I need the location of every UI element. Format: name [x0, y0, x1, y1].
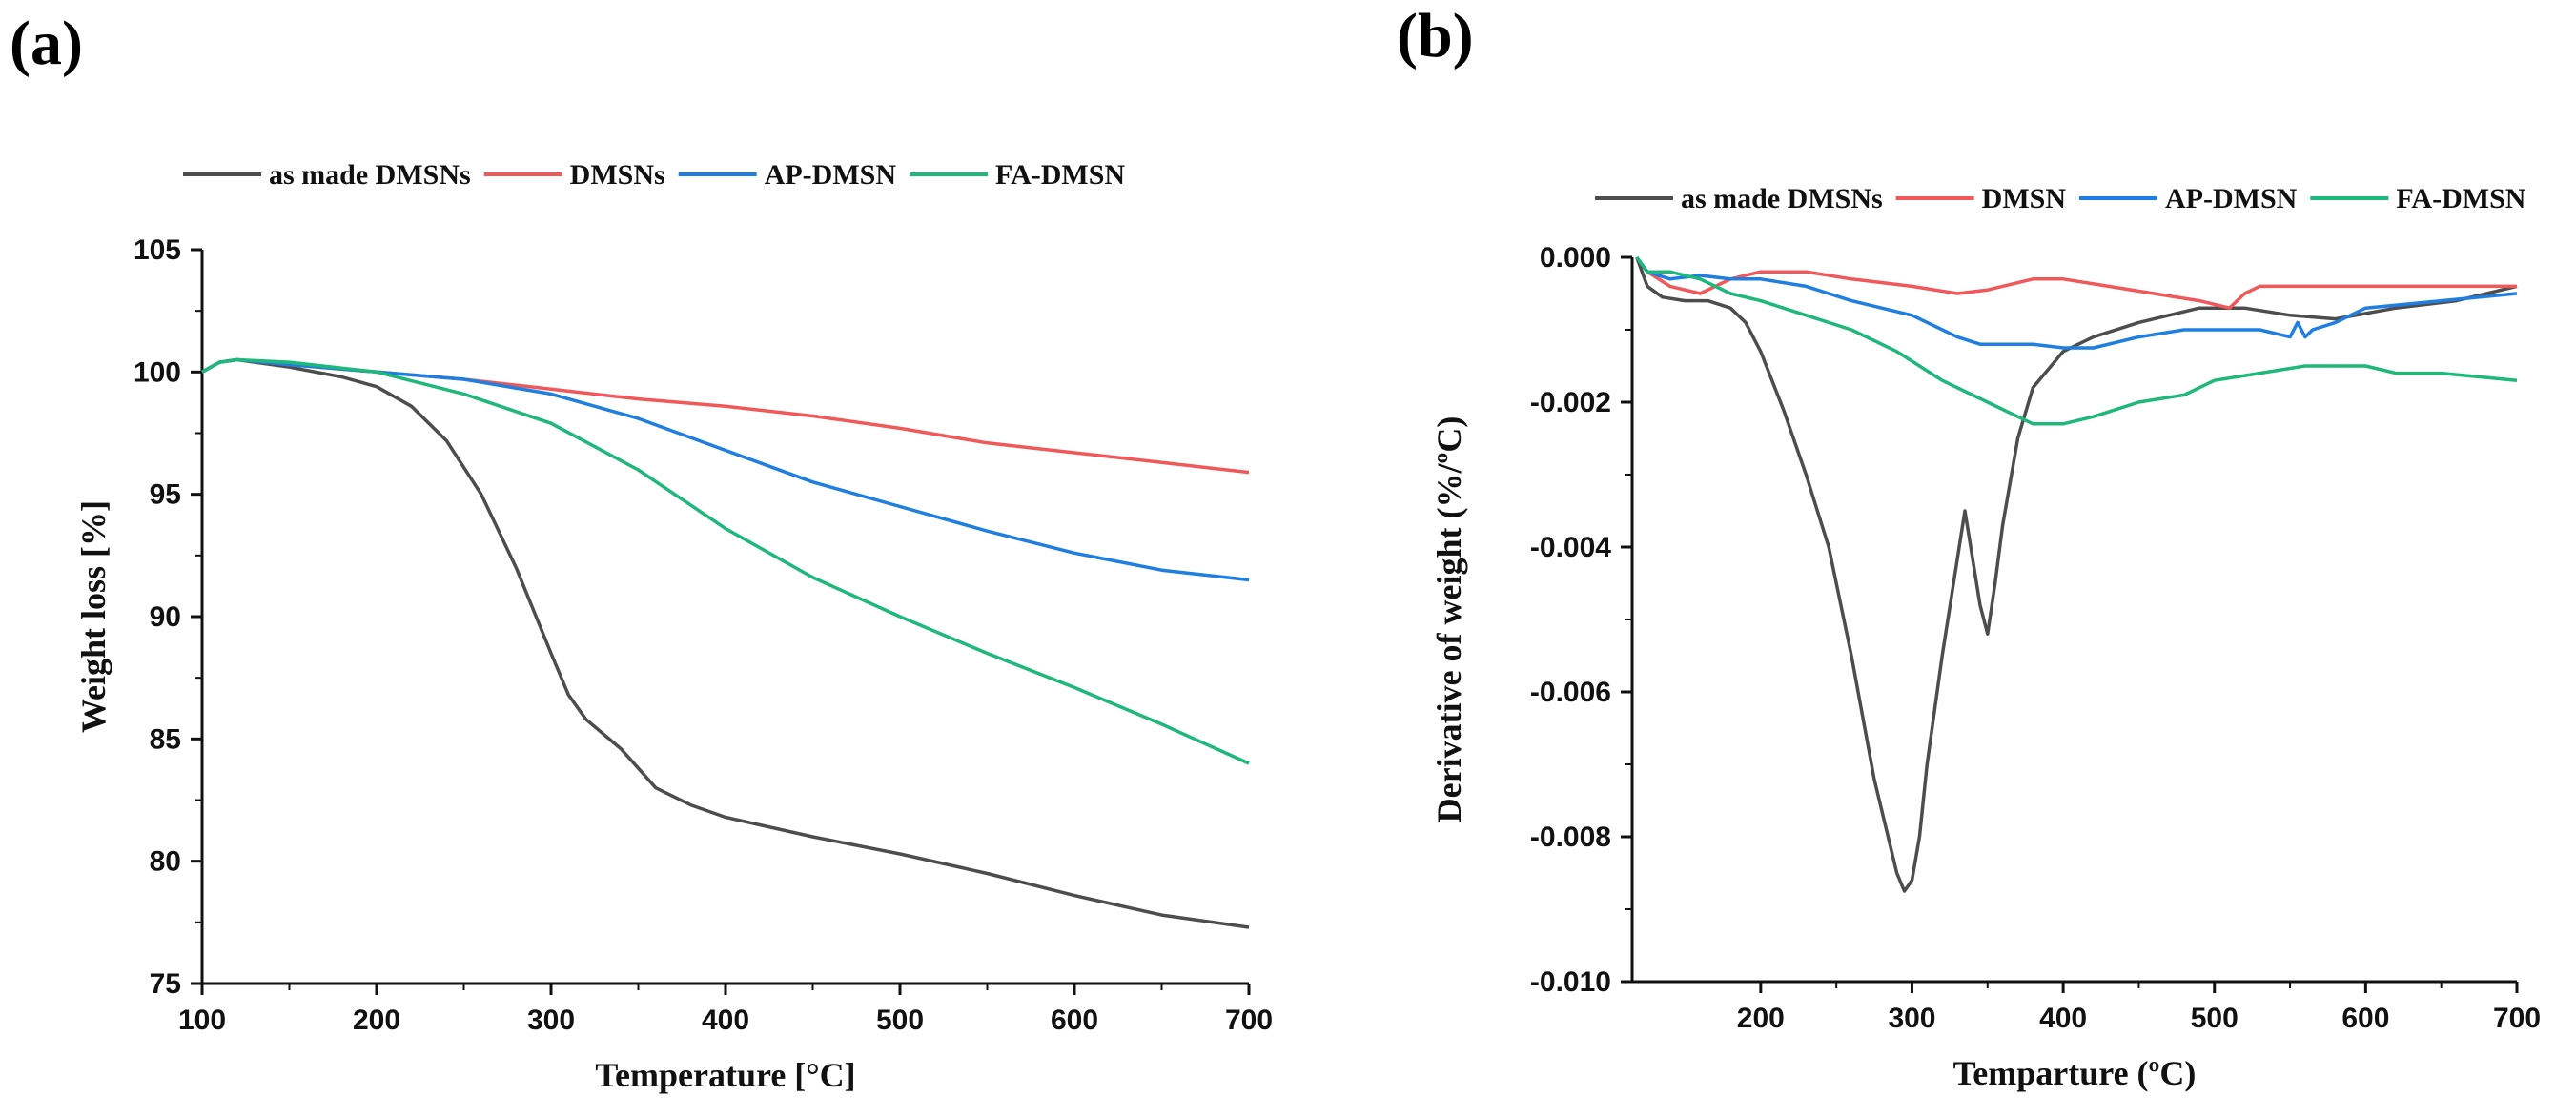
- panel-label-b: (b): [1397, 1, 1474, 71]
- x-tick-label: 700: [1225, 1004, 1273, 1036]
- y-tick-label: 75: [150, 968, 181, 1000]
- series-line-dmsn: [1635, 255, 2517, 310]
- y-axis-title: Derivative of weight (%/ºC): [1430, 416, 1468, 823]
- x-tick-label: 400: [2039, 1003, 2087, 1034]
- y-tick-label: 105: [133, 234, 181, 266]
- y-tick-label: 0.000: [1540, 242, 1611, 274]
- series-line-fa-dmsn: [1635, 255, 2518, 426]
- legend-label: DMSN: [1982, 183, 2067, 214]
- series-line-fa-dmsn: [201, 357, 1250, 765]
- chart-derivative-weight: 200 300 400 500 600 700 0.000 -0.002 -0.004 -0.00…: [1430, 183, 2541, 1092]
- y-axis-title: Weight loss [%]: [74, 500, 112, 733]
- x-tick-label: 100: [178, 1004, 226, 1036]
- series-line-ap-dmsn: [1635, 255, 2518, 350]
- x-axis-title: Temperature [°C]: [595, 1056, 855, 1094]
- x-tick-label: 600: [1051, 1004, 1098, 1036]
- y-tick-label: -0.008: [1530, 822, 1611, 853]
- legend-label: FA-DMSN: [995, 159, 1125, 191]
- x-tick-label: 500: [2191, 1003, 2239, 1034]
- legend-label: DMSNs: [570, 159, 665, 191]
- y-tick-label: 100: [133, 356, 181, 388]
- series-line-as-made-dmsns: [1635, 256, 2518, 893]
- chart-weight-loss: 100 200 300 400 500 600 700 75 80 85 90 95 100 105 Tem…: [74, 159, 1273, 1094]
- y-tick-label: 85: [150, 723, 181, 755]
- x-tick-label: 600: [2341, 1003, 2389, 1034]
- legend-label: as made DMSNs: [1681, 183, 1883, 214]
- y-tick-label: -0.010: [1530, 966, 1611, 998]
- series-line-dmsns: [201, 357, 1250, 475]
- legend-label: AP-DMSN: [2165, 183, 2298, 214]
- x-tick-label: 300: [1888, 1003, 1935, 1034]
- x-tick-label: 300: [527, 1004, 575, 1036]
- series-line-as-made-dmsns: [201, 357, 1250, 929]
- y-tick-label: -0.002: [1530, 387, 1611, 418]
- panel-label-a: (a): [10, 9, 83, 78]
- legend-label: as made DMSNs: [269, 159, 471, 191]
- y-tick-label: -0.006: [1530, 677, 1611, 708]
- x-axis-title: Temparture (ºC): [1953, 1054, 2197, 1092]
- series-line-ap-dmsn: [201, 357, 1250, 582]
- y-tick-label: 95: [150, 479, 181, 511]
- legend-label: AP-DMSN: [765, 159, 897, 191]
- x-tick-label: 400: [702, 1004, 749, 1036]
- y-tick-label: -0.004: [1530, 532, 1611, 563]
- x-tick-label: 200: [1737, 1003, 1785, 1034]
- x-tick-label: 700: [2493, 1003, 2541, 1034]
- legend-label: FA-DMSN: [2396, 183, 2525, 214]
- x-tick-label: 500: [876, 1004, 924, 1036]
- x-tick-label: 200: [353, 1004, 400, 1036]
- y-tick-label: 80: [150, 846, 181, 878]
- y-tick-label: 90: [150, 601, 181, 633]
